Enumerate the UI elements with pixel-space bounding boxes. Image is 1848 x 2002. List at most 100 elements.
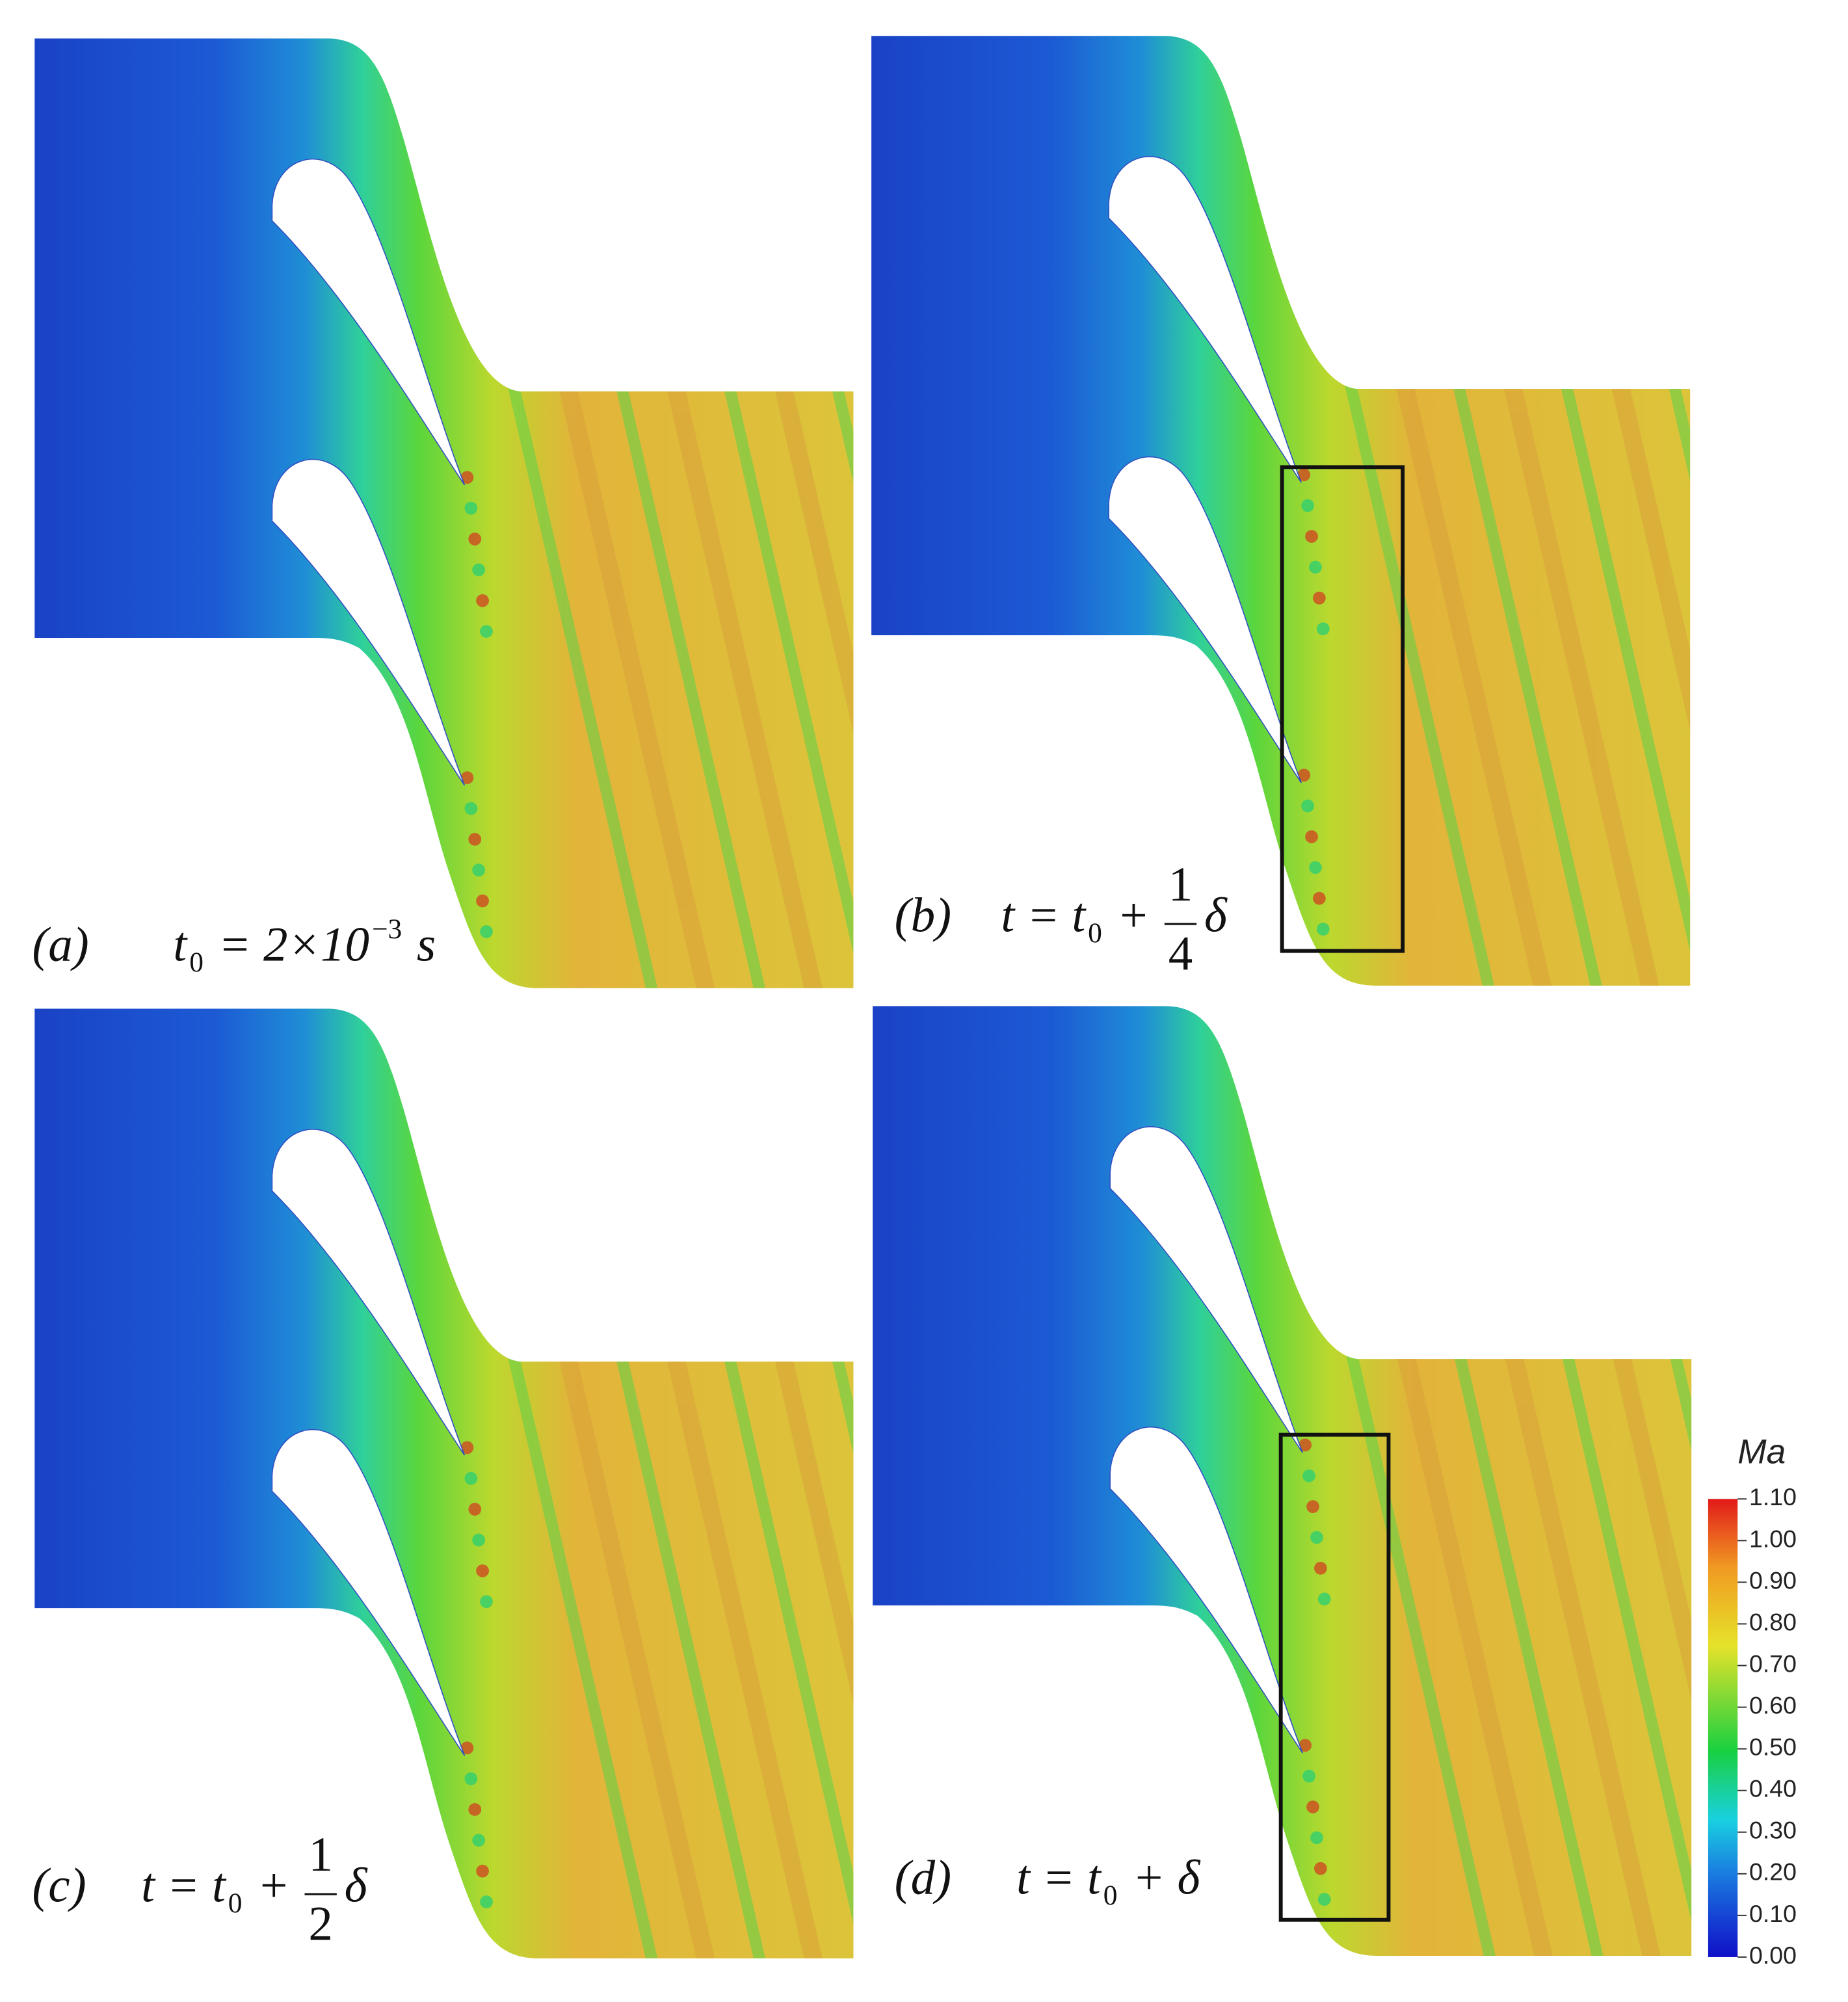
vortex xyxy=(1306,1800,1319,1813)
colorbar-tick-label: 0.40 xyxy=(1749,1775,1797,1802)
fraction-denominator: 4 xyxy=(1168,927,1193,981)
equation-sub: 0 xyxy=(228,1888,243,1919)
highlight-box xyxy=(1280,465,1405,953)
equation-text: = 2×10 xyxy=(206,918,369,972)
blade xyxy=(1109,1426,1303,1754)
wake-streak xyxy=(723,384,854,988)
wake-streak xyxy=(1344,381,1497,986)
equation-text: s xyxy=(404,918,436,972)
vortex xyxy=(1306,1500,1319,1514)
equation-text: t = t xyxy=(141,1858,227,1912)
wake-streak xyxy=(1503,380,1662,986)
wake-streak xyxy=(507,384,661,988)
blade xyxy=(271,158,466,486)
vortex xyxy=(1313,1862,1327,1875)
wake-streak xyxy=(1561,1351,1692,1956)
cfd-panel xyxy=(871,36,1691,986)
wake-streak xyxy=(1453,1351,1606,1956)
colorbar-tick-label: 0.30 xyxy=(1749,1817,1797,1844)
wake-streak xyxy=(1504,1350,1663,1956)
vortex xyxy=(480,1895,493,1908)
equation-text: t = t xyxy=(1016,1851,1102,1905)
blade xyxy=(1109,1126,1303,1453)
wake-streak xyxy=(774,1353,854,1958)
wake-streak xyxy=(615,1354,768,1958)
vortex xyxy=(1313,1562,1327,1575)
vortex xyxy=(1309,560,1322,574)
fraction-denominator: 2 xyxy=(308,1897,332,1951)
vortex xyxy=(1310,1831,1323,1845)
blade xyxy=(271,1429,466,1756)
equation-text: + δ xyxy=(1120,1851,1200,1905)
wake-streak xyxy=(1612,1350,1692,1956)
blade xyxy=(1108,156,1302,483)
equation-text: δ xyxy=(1204,888,1228,942)
vortex xyxy=(460,771,474,784)
wake-streak xyxy=(1560,381,1691,986)
colorbar-title: Ma xyxy=(1737,1432,1786,1471)
highlight-box xyxy=(1278,1432,1391,1922)
equation-text: δ xyxy=(345,1858,368,1912)
wake-streaks xyxy=(1297,380,1691,986)
vortex xyxy=(476,594,489,607)
colorbar-scale xyxy=(1708,1499,1738,1957)
panel-label: (b) xyxy=(895,888,951,942)
panel-label: (d) xyxy=(895,1851,951,1905)
vortex xyxy=(1299,1438,1312,1452)
vortex xyxy=(468,1503,482,1516)
vortex xyxy=(1302,1769,1315,1783)
equation-text: t = t xyxy=(1001,888,1087,942)
blade xyxy=(1108,456,1302,784)
wake-streaks xyxy=(460,1353,854,1958)
vortex xyxy=(1301,799,1314,813)
cfd-panel xyxy=(34,1008,854,1958)
vortex xyxy=(1316,622,1330,635)
vortex xyxy=(480,1595,493,1609)
colorbar-tick-label: 0.10 xyxy=(1749,1900,1797,1927)
wake-streak xyxy=(615,384,768,988)
equation-text: + xyxy=(1105,888,1162,942)
vortex xyxy=(1297,468,1311,482)
vortex xyxy=(460,1441,474,1455)
equation-sub: 0 xyxy=(1103,1880,1118,1911)
fraction-numerator: 1 xyxy=(1168,858,1193,912)
colorbar-tick-label: 0.20 xyxy=(1749,1858,1797,1886)
vortex xyxy=(468,1803,482,1816)
panel-label: (a) xyxy=(32,918,88,972)
vortex xyxy=(1297,769,1311,782)
vortex xyxy=(480,925,493,938)
equation-sub: 0 xyxy=(1088,917,1102,949)
vortex xyxy=(472,563,486,577)
wake-streak xyxy=(1667,381,1691,986)
vortex xyxy=(464,501,478,515)
wake-streak xyxy=(1452,381,1605,986)
equation-sub: 0 xyxy=(189,947,204,978)
vortex xyxy=(1310,1531,1323,1544)
wake-streaks xyxy=(1299,1350,1692,1956)
vortex xyxy=(460,1741,474,1755)
wake-streak xyxy=(1345,1351,1498,1956)
wake-streaks xyxy=(460,383,854,988)
vortex xyxy=(468,832,482,846)
vortex xyxy=(476,1864,489,1878)
wake-streak xyxy=(774,383,854,988)
vortex xyxy=(1317,1893,1331,1906)
colorbar-tick-label: 0.50 xyxy=(1749,1733,1797,1761)
vortex xyxy=(472,863,486,877)
vortex xyxy=(468,533,482,546)
blade xyxy=(271,458,466,786)
vortex xyxy=(1305,830,1318,843)
blade xyxy=(271,1129,466,1456)
wake-streak xyxy=(558,383,717,988)
vortex xyxy=(1301,499,1314,512)
colorbar-tick-label: 0.90 xyxy=(1749,1566,1797,1594)
vortex xyxy=(464,1471,478,1485)
vortex xyxy=(1299,1739,1312,1752)
wake-streak xyxy=(1396,1350,1555,1956)
colorbar-tick-label: 0.80 xyxy=(1749,1608,1797,1635)
wake-streak xyxy=(1611,380,1691,986)
wake-streak xyxy=(507,1354,661,1958)
colorbar: Ma 1.10 1.00 0.90 0.80 0.70 0.60 0.50 0.40 0.30 0.… xyxy=(1708,1432,1797,1969)
